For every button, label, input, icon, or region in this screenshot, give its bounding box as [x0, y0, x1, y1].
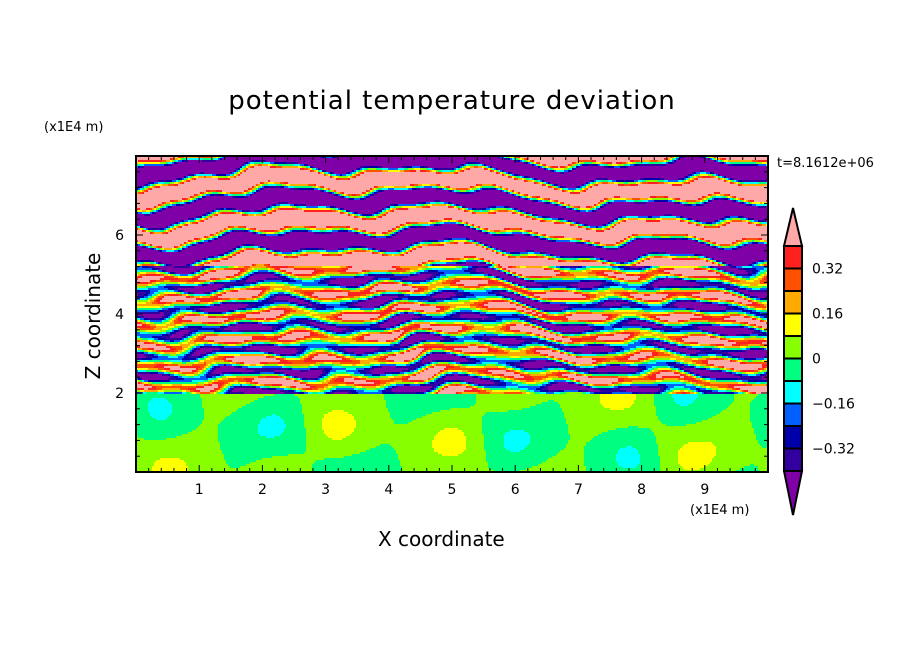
colorbar-label: 0.32	[812, 262, 843, 278]
x-tick-label: 5	[448, 482, 457, 498]
x-tick-label: 2	[258, 482, 267, 498]
colorbar-label: 0	[812, 352, 821, 368]
colorbar-box	[783, 380, 803, 405]
colorbar-box	[783, 312, 803, 337]
x-unit-label: (x1E4 m)	[690, 503, 750, 518]
x-axis-title: X coordinate	[378, 527, 505, 551]
y-axis-title: Z coordinate	[81, 252, 105, 380]
chart-title: potential temperature deviation	[228, 86, 676, 116]
x-tick-label: 4	[384, 482, 393, 498]
y-tick-label: 2	[115, 386, 124, 402]
colorbar-over-triangle	[782, 207, 804, 247]
plot-frame	[135, 155, 769, 473]
y-unit-label: (x1E4 m)	[44, 120, 104, 135]
x-tick-label: 9	[700, 482, 709, 498]
colorbar-box	[783, 290, 803, 315]
colorbar-box	[783, 425, 803, 450]
colorbar-label: −0.32	[812, 442, 855, 458]
contour-field	[136, 156, 768, 472]
colorbar-box	[783, 245, 803, 270]
x-tick-label: 6	[511, 482, 520, 498]
time-label: t=8.1612e+06	[777, 156, 874, 171]
colorbar-under-triangle	[782, 470, 804, 516]
x-tick-label: 7	[574, 482, 583, 498]
colorbar-box	[783, 335, 803, 360]
y-tick-label: 4	[115, 307, 124, 323]
colorbar-box	[783, 402, 803, 427]
x-tick-label: 1	[195, 482, 204, 498]
colorbar-box	[783, 357, 803, 382]
colorbar-box	[783, 447, 803, 472]
x-tick-label: 3	[321, 482, 330, 498]
colorbar-label: −0.16	[812, 397, 855, 413]
y-tick-label: 6	[115, 228, 124, 244]
colorbar-label: 0.16	[812, 307, 843, 323]
colorbar-box	[783, 267, 803, 292]
x-tick-label: 8	[637, 482, 646, 498]
